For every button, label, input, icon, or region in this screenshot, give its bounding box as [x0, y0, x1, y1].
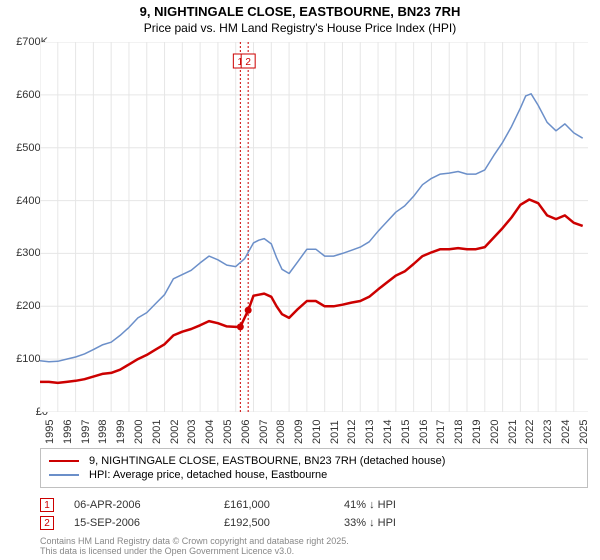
x-tick-label: 2014	[382, 420, 394, 444]
x-tick-label: 1996	[62, 420, 74, 444]
x-tick-label: 1998	[97, 420, 109, 444]
attribution-line1: Contains HM Land Registry data © Crown c…	[40, 536, 349, 546]
x-tick-label: 1995	[44, 420, 56, 444]
data-point-price: £161,000	[224, 499, 344, 511]
x-tick-label: 2019	[471, 420, 483, 444]
title-block: 9, NIGHTINGALE CLOSE, EASTBOURNE, BN23 7…	[0, 0, 600, 35]
x-tick-label: 2013	[364, 420, 376, 444]
x-tick-label: 2016	[418, 420, 430, 444]
x-tick-label: 1997	[80, 420, 92, 444]
x-tick-label: 2003	[186, 420, 198, 444]
data-point-date: 06-APR-2006	[74, 499, 224, 511]
data-point-date: 15-SEP-2006	[74, 517, 224, 529]
legend-label-price-paid: 9, NIGHTINGALE CLOSE, EASTBOURNE, BN23 7…	[89, 455, 445, 467]
legend: 9, NIGHTINGALE CLOSE, EASTBOURNE, BN23 7…	[40, 448, 588, 488]
x-tick-label: 2012	[346, 420, 358, 444]
data-points: 1 06-APR-2006 £161,000 41% ↓ HPI 2 15-SE…	[40, 494, 588, 530]
data-point-delta: 41% ↓ HPI	[344, 499, 396, 511]
x-tick-label: 2015	[400, 420, 412, 444]
x-tick-label: 2017	[435, 420, 447, 444]
attribution: Contains HM Land Registry data © Crown c…	[40, 536, 349, 557]
x-tick-label: 2021	[507, 420, 519, 444]
title-subtitle: Price paid vs. HM Land Registry's House …	[0, 21, 600, 35]
x-tick-label: 2020	[489, 420, 501, 444]
data-point-row: 1 06-APR-2006 £161,000 41% ↓ HPI	[40, 498, 588, 512]
line-chart: 12	[40, 42, 588, 412]
x-tick-label: 2008	[275, 420, 287, 444]
x-tick-label: 2004	[204, 420, 216, 444]
legend-swatch-price-paid	[49, 460, 79, 463]
x-tick-label: 2022	[524, 420, 536, 444]
legend-swatch-hpi	[49, 474, 79, 476]
x-tick-label: 2000	[133, 420, 145, 444]
x-tick-label: 2005	[222, 420, 234, 444]
title-address: 9, NIGHTINGALE CLOSE, EASTBOURNE, BN23 7…	[0, 4, 600, 19]
x-tick-label: 2024	[560, 420, 572, 444]
x-tick-label: 2010	[311, 420, 323, 444]
svg-text:2: 2	[245, 57, 251, 68]
x-tick-label: 2023	[542, 420, 554, 444]
x-tick-label: 2002	[169, 420, 181, 444]
x-tick-label: 2007	[258, 420, 270, 444]
legend-row-price-paid: 9, NIGHTINGALE CLOSE, EASTBOURNE, BN23 7…	[49, 455, 579, 467]
chart-container: 9, NIGHTINGALE CLOSE, EASTBOURNE, BN23 7…	[0, 0, 600, 560]
marker-badge-2: 2	[40, 516, 54, 530]
legend-label-hpi: HPI: Average price, detached house, East…	[89, 469, 327, 481]
x-tick-label: 1999	[115, 420, 127, 444]
data-point-price: £192,500	[224, 517, 344, 529]
x-tick-label: 2025	[578, 420, 590, 444]
legend-row-hpi: HPI: Average price, detached house, East…	[49, 469, 579, 481]
x-tick-label: 2018	[453, 420, 465, 444]
data-point-delta: 33% ↓ HPI	[344, 517, 396, 529]
attribution-line2: This data is licensed under the Open Gov…	[40, 546, 349, 556]
x-tick-label: 2009	[293, 420, 305, 444]
x-tick-label: 2001	[151, 420, 163, 444]
x-tick-label: 2006	[240, 420, 252, 444]
x-tick-label: 2011	[329, 420, 341, 444]
chart-svg: 12	[40, 42, 588, 412]
marker-badge-1: 1	[40, 498, 54, 512]
data-point-row: 2 15-SEP-2006 £192,500 33% ↓ HPI	[40, 516, 588, 530]
